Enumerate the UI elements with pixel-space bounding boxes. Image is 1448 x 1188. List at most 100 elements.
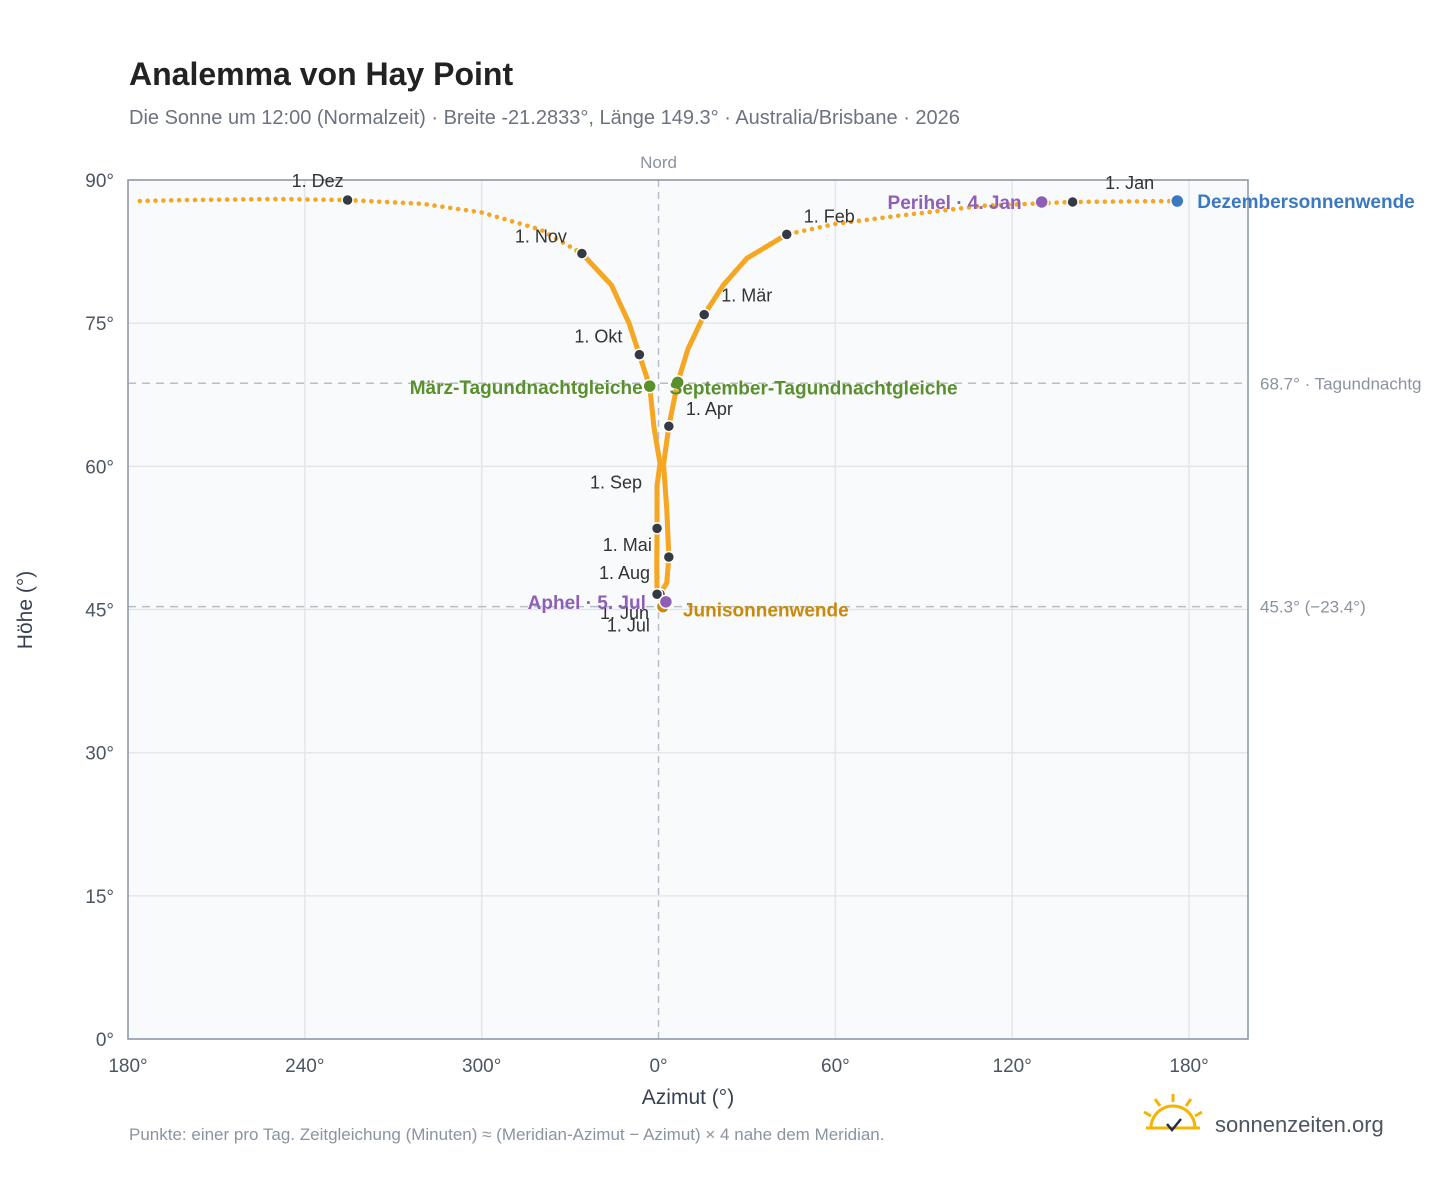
analemma-day-point xyxy=(289,197,294,202)
analemma-day-point xyxy=(794,230,799,235)
event-marker xyxy=(1034,194,1049,210)
analemma-day-point xyxy=(935,208,940,214)
analemma-day-point xyxy=(553,236,559,241)
analemma-day-point xyxy=(546,232,552,237)
analemma-day-point xyxy=(1054,200,1059,205)
analemma-day-point xyxy=(1094,199,1100,205)
analemma-day-point xyxy=(392,200,398,205)
analemma-day-point xyxy=(825,223,830,228)
analemma-day-point xyxy=(455,206,461,212)
month-label: 1. Jan xyxy=(1105,173,1154,193)
x-tick-label: 60° xyxy=(821,1056,850,1077)
analemma-day-point xyxy=(273,196,278,202)
event-label: Perihel · 4. Jan xyxy=(888,193,1022,214)
analemma-day-point xyxy=(532,225,538,231)
analemma-day-point xyxy=(224,197,230,202)
event-marker xyxy=(642,378,657,394)
event-marker xyxy=(670,375,685,390)
analemma-day-point xyxy=(297,197,302,202)
analemma-day-point xyxy=(567,244,573,249)
month-marker xyxy=(697,308,711,321)
analemma-day-point xyxy=(895,213,901,219)
analemma-day-point xyxy=(416,201,422,206)
analemma-day-point xyxy=(1126,199,1132,204)
analemma-day-point xyxy=(161,198,166,203)
analemma-day-point xyxy=(1150,198,1156,204)
analemma-day-point xyxy=(911,211,917,217)
y-tick-label: 60° xyxy=(85,457,114,478)
analemma-day-point xyxy=(809,226,815,232)
analemma-day-point xyxy=(958,206,964,211)
event-marker xyxy=(1170,193,1185,209)
month-marker xyxy=(1066,195,1079,209)
month-label: 1. Jul xyxy=(607,616,650,636)
analemma-day-point xyxy=(216,197,222,202)
analemma-day-point xyxy=(801,228,807,233)
analemma-day-point xyxy=(1158,198,1164,204)
analemma-day-point xyxy=(486,212,492,217)
month-marker xyxy=(650,587,664,601)
analemma-day-point xyxy=(509,219,515,224)
analemma-day-point xyxy=(974,204,980,209)
chart-title: Analemma von Hay Point xyxy=(129,56,513,92)
x-tick-label: 240° xyxy=(285,1056,324,1077)
brand-name: sonnenzeiten.org xyxy=(1215,1112,1384,1137)
analemma-day-point xyxy=(966,205,972,210)
markers xyxy=(341,193,1185,614)
analemma-day-point xyxy=(840,220,846,226)
analemma-day-point xyxy=(463,207,469,213)
analemma-day-point xyxy=(1110,199,1116,204)
month-marker xyxy=(341,193,354,207)
analemma-day-point xyxy=(494,214,500,220)
analemma-day-point xyxy=(184,197,190,203)
analemma-day-point xyxy=(321,197,326,203)
event-label: September-Tagundnachtgleiche xyxy=(670,378,958,399)
analemma-day-point xyxy=(848,219,854,225)
analemma-day-point xyxy=(903,212,909,218)
month-label: 1. Jun xyxy=(600,603,649,623)
analemma-day-point xyxy=(1014,202,1019,207)
analemma-day-point xyxy=(950,206,956,212)
month-marker xyxy=(575,247,589,260)
analemma-day-point xyxy=(919,210,925,216)
y-tick-label: 45° xyxy=(85,601,114,622)
x-tick-label: 0° xyxy=(649,1056,667,1077)
month-label: 1. Mär xyxy=(721,286,772,306)
analemma-day-point xyxy=(982,203,988,208)
analemma-day-point xyxy=(240,197,246,202)
month-marker xyxy=(780,228,793,241)
x-tick-label: 180° xyxy=(1169,1056,1208,1077)
analemma-day-point xyxy=(353,198,358,203)
analemma-day-point xyxy=(145,198,150,204)
reference-lines: 68.7° · Tagundnachtg 45.3° (−23.4°) xyxy=(128,374,1422,617)
analemma-day-point xyxy=(943,207,948,213)
analemma-day-point xyxy=(313,197,318,202)
analemma-day-point xyxy=(471,209,477,214)
axis-ticks: 180° 240° 300° 0° 60° 120° 180° 0° 15° 30° 45° 60° 7… xyxy=(85,171,1208,1077)
analemma-day-point xyxy=(232,197,238,202)
analemma-day-point xyxy=(408,200,414,206)
brand-logo[interactable]: sonnenzeiten.org xyxy=(1143,1094,1384,1137)
analemma-day-point xyxy=(856,218,862,224)
analemma-day-point xyxy=(1086,199,1092,205)
analemma-day-point xyxy=(502,216,507,222)
analemma-day-point xyxy=(432,203,437,208)
month-marker xyxy=(633,348,646,361)
x-tick-label: 300° xyxy=(462,1056,501,1077)
reference-line-label: 68.7° · Tagundnachtg xyxy=(1260,374,1422,393)
month-label: 1. Dez xyxy=(292,171,344,191)
analemma-day-point xyxy=(833,221,838,227)
grid xyxy=(127,179,1248,1040)
event-label: Junisonnenwende xyxy=(683,601,849,622)
analemma-day-point xyxy=(1134,199,1140,204)
reference-line-label: 45.3° (−23.4°) xyxy=(1260,598,1366,617)
month-marker xyxy=(662,419,676,433)
analemma-day-point xyxy=(168,198,174,203)
y-tick-label: 75° xyxy=(85,314,114,335)
analemma-day-point xyxy=(1030,201,1035,206)
month-marker xyxy=(650,522,664,535)
analemma-day-point xyxy=(305,197,310,202)
analemma-day-point xyxy=(281,196,286,202)
y-tick-label: 90° xyxy=(85,171,114,192)
